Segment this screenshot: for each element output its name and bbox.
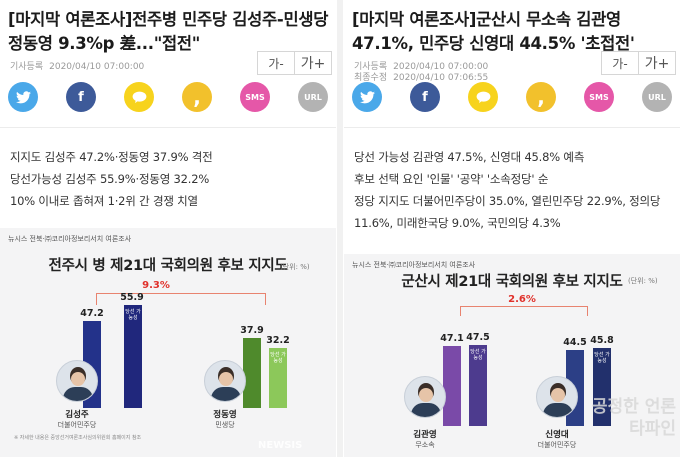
- font-increase-button[interactable]: 가+: [638, 51, 676, 75]
- article-meta: 최종수정 2020/04/10 07:06:55: [354, 72, 488, 84]
- infographic-footnote: ※ 자세한 내용은 중앙선거여론조사심의위원회 홈페이지 참조: [14, 435, 142, 441]
- gap-label: 9.3%: [142, 280, 170, 291]
- summary-line: 당선가능성 김성주 55.9%·정동영 32.2%: [10, 172, 210, 186]
- bar-support-candidate-1: [443, 346, 461, 426]
- candidate-name: 신영대: [545, 430, 569, 440]
- chart-title: 전주시 병 제21대 국회의원 후보 지지도: [48, 258, 288, 274]
- candidate-party: 더불어민주당: [537, 441, 577, 449]
- meta-value: 2020/04/10 07:00:00: [393, 62, 489, 72]
- url-icon[interactable]: URL: [642, 82, 672, 112]
- bar-value-label: 47.1: [440, 333, 464, 344]
- bar-win-candidate-1: [124, 305, 142, 408]
- bar-value-label: 47.5: [466, 332, 490, 343]
- article-meta: 기사등록 2020/04/10 07:00:00: [10, 61, 144, 73]
- kakaotalk-icon[interactable]: [468, 82, 498, 112]
- twitter-icon[interactable]: [352, 82, 382, 112]
- kakaostory-icon[interactable]: ,: [526, 82, 556, 112]
- candidate-photo: [56, 360, 98, 402]
- kakaotalk-icon[interactable]: [124, 82, 154, 112]
- bar-value-label: 45.8: [590, 335, 614, 346]
- tapain-watermark: 공정한 언론 타파인: [591, 397, 676, 439]
- summary-line: 후보 선택 요인 '인물' '공약' '소속정당' 순: [354, 172, 549, 186]
- gap-bracket: [96, 293, 266, 305]
- meta-key: 기사등록: [10, 62, 44, 72]
- bar-win-candidate-2: [269, 348, 287, 408]
- article-headline[interactable]: [마지막 여론조사]군산시 무소속 김관영 47.1%, 민주당 신영대 44.…: [352, 10, 635, 53]
- gap-label: 2.6%: [508, 294, 536, 305]
- divider-line: [0, 127, 336, 128]
- divider-line: [344, 127, 680, 128]
- bar-value-label: 32.2: [266, 335, 290, 346]
- summary-line: 정당 지지도 더불어민주당이 35.0%, 열린민주당 22.9%, 정의당 1…: [354, 194, 661, 230]
- sms-icon[interactable]: SMS: [240, 82, 270, 112]
- infographic-source: 뉴시스 전북·㈜코리아정보리서치 여론조사: [352, 261, 476, 269]
- article-meta: 기사등록 2020/04/10 07:00:00: [354, 61, 488, 73]
- bar-value-label: 44.5: [563, 337, 587, 348]
- url-icon[interactable]: URL: [298, 82, 328, 112]
- article-summary: 당선 가능성 김관영 47.5%, 신영대 45.8% 예측 후보 선택 요인 …: [354, 146, 676, 234]
- article-headline[interactable]: [마지막 여론조사]전주병 민주당 김성주-민생당 정동영 9.3%p 差...…: [8, 10, 329, 53]
- share-bar: f , SMS URL: [8, 82, 328, 112]
- chart-unit: (단위: %): [628, 277, 658, 285]
- font-size-controls: 가- 가+: [601, 51, 676, 75]
- share-bar: f , SMS URL: [352, 82, 672, 112]
- sms-icon[interactable]: SMS: [584, 82, 614, 112]
- facebook-icon[interactable]: f: [410, 82, 440, 112]
- summary-line: 지지도 김성주 47.2%·정동영 37.9% 격전: [10, 150, 213, 164]
- bar-win-candidate-2: [593, 348, 611, 426]
- candidate-party: 더불어민주당: [57, 421, 97, 429]
- kakaostory-icon[interactable]: ,: [182, 82, 212, 112]
- win-possibility-tag: 당선 가능성: [270, 352, 286, 364]
- candidate-name: 김관영: [413, 430, 437, 440]
- candidate-party: 무소속: [415, 441, 435, 449]
- article-summary: 지지도 김성주 47.2%·정동영 37.9% 격전 당선가능성 김성주 55.…: [10, 146, 332, 212]
- infographic-source: 뉴시스 전북·㈜코리아정보리서치 여론조사: [8, 235, 132, 243]
- font-decrease-button[interactable]: 가-: [257, 51, 295, 75]
- facebook-icon[interactable]: f: [66, 82, 96, 112]
- win-possibility-tag: 당선 가능성: [125, 309, 141, 321]
- bar-value-label: 37.9: [240, 325, 264, 336]
- poll-infographic: 뉴시스 전북·㈜코리아정보리서치 여론조사 군산시 제21대 국회의원 후보 지…: [344, 254, 680, 457]
- article-panel-right: [마지막 여론조사]군산시 무소속 김관영 47.1%, 민주당 신영대 44.…: [344, 0, 680, 457]
- newsis-watermark: NEWSIS: [258, 440, 303, 451]
- font-decrease-button[interactable]: 가-: [601, 51, 639, 75]
- meta-value: 2020/04/10 07:00:00: [49, 62, 145, 72]
- bar-win-candidate-1: [469, 345, 487, 426]
- candidate-photo: [536, 376, 578, 418]
- panel-divider: [337, 0, 343, 457]
- article-panel-left: [마지막 여론조사]전주병 민주당 김성주-민생당 정동영 9.3%p 差...…: [0, 0, 336, 457]
- chart-unit: (단위: %): [280, 263, 310, 271]
- candidate-photo: [404, 376, 446, 418]
- bar-value-label: 55.9: [120, 292, 144, 303]
- twitter-icon[interactable]: [8, 82, 38, 112]
- meta-key: 최종수정: [354, 73, 388, 83]
- chart-title: 군산시 제21대 국회의원 후보 지지도: [401, 274, 623, 290]
- font-increase-button[interactable]: 가+: [294, 51, 332, 75]
- candidate-photo: [204, 360, 246, 402]
- summary-line: 10% 이내로 좁혀져 1·2위 간 경쟁 치열: [10, 194, 198, 208]
- candidate-party: 민생당: [215, 421, 235, 429]
- candidate-name: 김성주: [65, 410, 89, 420]
- bar-value-label: 47.2: [80, 308, 104, 319]
- font-size-controls: 가- 가+: [257, 51, 332, 75]
- bar-support-candidate-2: [243, 338, 261, 408]
- meta-key: 기사등록: [354, 62, 388, 72]
- win-possibility-tag: 당선 가능성: [594, 352, 610, 364]
- meta-value: 2020/04/10 07:06:55: [393, 73, 489, 83]
- candidate-name: 정동영: [213, 410, 237, 420]
- win-possibility-tag: 당선 가능성: [470, 349, 486, 361]
- poll-infographic: 뉴시스 전북·㈜코리아정보리서치 여론조사 전주시 병 제21대 국회의원 후보…: [0, 228, 336, 457]
- gap-bracket: [460, 306, 588, 316]
- summary-line: 당선 가능성 김관영 47.5%, 신영대 45.8% 예측: [354, 150, 585, 164]
